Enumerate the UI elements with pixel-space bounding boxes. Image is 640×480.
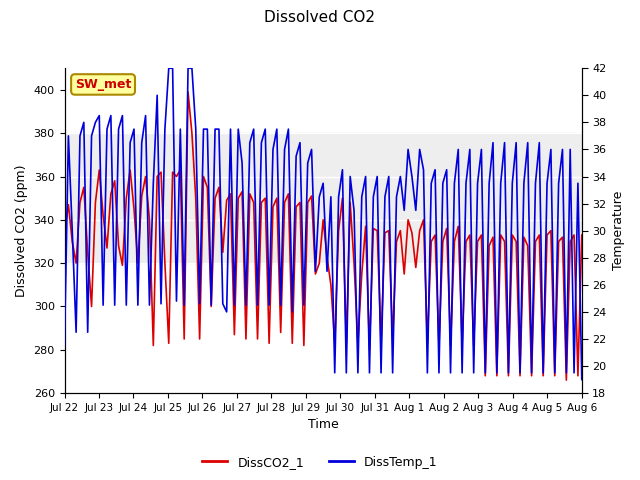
Bar	[65, 133, 582, 263]
Legend: DissCO2_1, DissTemp_1: DissCO2_1, DissTemp_1	[197, 451, 443, 474]
X-axis label: Time: Time	[308, 419, 339, 432]
Text: SW_met: SW_met	[75, 78, 131, 91]
Text: Dissolved CO2: Dissolved CO2	[264, 10, 376, 24]
Y-axis label: Dissolved CO2 (ppm): Dissolved CO2 (ppm)	[15, 165, 28, 297]
Y-axis label: Temperature: Temperature	[612, 191, 625, 270]
